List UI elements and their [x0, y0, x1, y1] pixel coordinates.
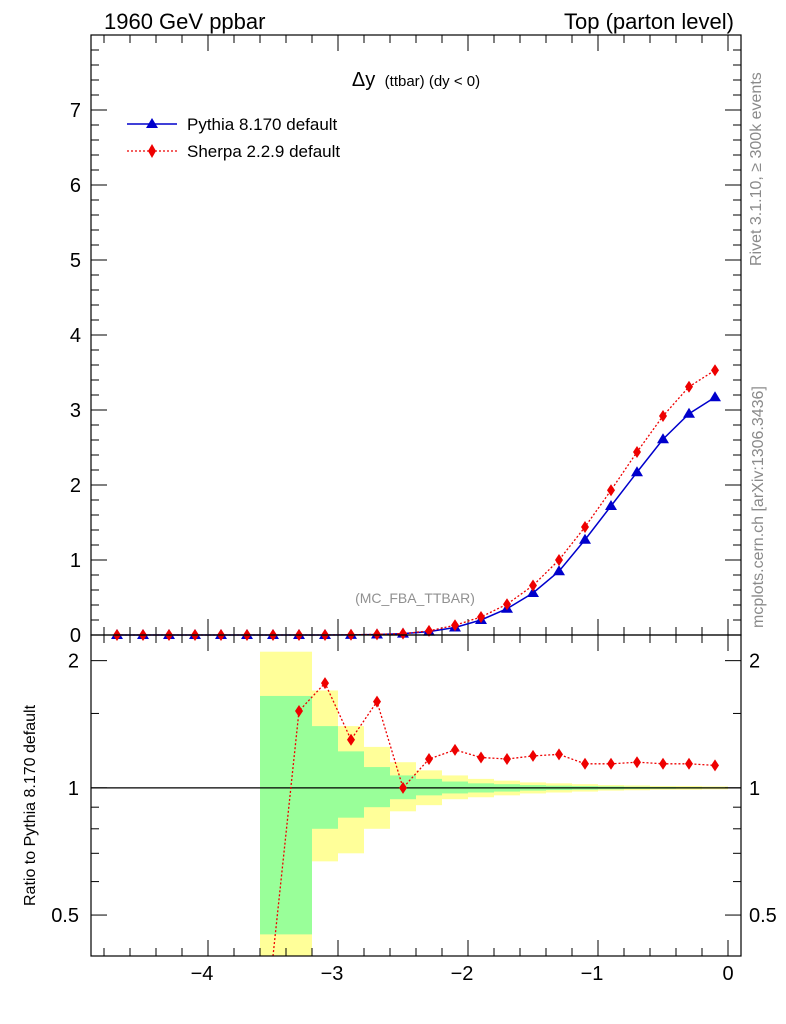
- sherpa-point: [373, 628, 381, 641]
- ratio-frame: [90, 634, 742, 957]
- plot-title-sub: (ttbar) (dy < 0): [385, 73, 480, 90]
- pythia-point: [683, 407, 695, 418]
- ratio-y-tick-label: 0.5: [51, 905, 79, 927]
- legend-label-pythia: Pythia 8.170 default: [187, 115, 338, 134]
- ratio-y-tick-label-right: 2: [749, 651, 760, 673]
- sherpa-ratio-point: [711, 759, 719, 772]
- ratio-y-tick-label: 2: [68, 651, 79, 673]
- sherpa-point: [451, 619, 459, 632]
- legend-entry-sherpa: Sherpa 2.2.9 default: [127, 142, 340, 161]
- main-y-tick-label: 0: [70, 625, 81, 647]
- main-y-tick-label: 3: [70, 400, 81, 422]
- ratio-band-inner: [312, 726, 338, 829]
- sherpa-ratio-point: [373, 695, 381, 708]
- sherpa-ratio-point: [399, 781, 407, 794]
- pythia-point: [605, 500, 617, 510]
- sherpa-ratio-point: [581, 757, 589, 770]
- sherpa-point: [633, 446, 641, 458]
- main-y-tick-label: 6: [70, 175, 81, 197]
- ratio-y-tick-label: 1: [68, 778, 79, 800]
- svg-text:Δy (ttbar) (dy < 0): Δy (ttbar) (dy < 0): [352, 69, 480, 91]
- sherpa-ratio-point: [607, 757, 615, 770]
- ratio-band-inner: [364, 767, 390, 808]
- mcplots-label: mcplots.cern.ch [arXiv:1306.3436]: [750, 386, 767, 628]
- pythia-point: [579, 533, 591, 544]
- sherpa-ratio-point: [529, 749, 537, 762]
- sherpa-ratio-point: [633, 756, 641, 769]
- main-y-tick-label: 5: [70, 250, 81, 272]
- ratio-band-inner: [260, 695, 286, 935]
- ratio-x-tick-label: −1: [581, 963, 604, 985]
- ratio-panel: 0.5 0.5 1 1 2 2 −4 −3 −2 −1 0: [51, 634, 777, 985]
- sherpa-ratio-point: [503, 753, 511, 766]
- main-y-tick-label: 7: [70, 100, 81, 122]
- pythia-point: [553, 565, 565, 576]
- sherpa-ratio-point: [451, 743, 459, 756]
- sherpa-point: [555, 554, 563, 566]
- sherpa-ratio-point: [347, 733, 355, 746]
- sherpa-point: [581, 521, 589, 533]
- pythia-point: [657, 433, 669, 444]
- sherpa-ratio-point: [295, 705, 303, 718]
- sherpa-ratio-point: [425, 753, 433, 766]
- legend: Pythia 8.170 default Sherpa 2.2.9 defaul…: [127, 115, 340, 161]
- ratio-band-inner: [338, 751, 364, 818]
- sherpa-point: [503, 598, 511, 611]
- pythia-point: [527, 587, 539, 597]
- sherpa-ratio-point: [659, 757, 667, 770]
- main-y-tick-label: 4: [70, 325, 81, 347]
- legend-entry-pythia: Pythia 8.170 default: [127, 115, 338, 134]
- ratio-x-tick-label: −4: [191, 963, 214, 985]
- ratio-band-inner: [286, 695, 312, 935]
- header-left: 1960 GeV ppbar: [104, 9, 265, 34]
- plot-title-main: Δy: [352, 69, 375, 91]
- sherpa-point: [711, 364, 719, 377]
- ratio-y-axis-label: Ratio to Pythia 8.170 default: [22, 704, 39, 906]
- sherpa-point: [659, 410, 667, 422]
- legend-label-sherpa: Sherpa 2.2.9 default: [187, 142, 340, 161]
- sherpa-ratio-point: [321, 677, 329, 690]
- sherpa-point: [399, 627, 407, 640]
- sherpa-point: [529, 579, 537, 592]
- ratio-y-tick-label-right: 0.5: [749, 905, 777, 927]
- plot-title: Δy (ttbar) (dy < 0): [352, 69, 480, 91]
- legend-marker-pythia: [146, 118, 158, 128]
- main-y-tick-label: 2: [70, 475, 81, 497]
- ratio-band-inner: [416, 778, 442, 796]
- pythia-point: [709, 391, 721, 402]
- legend-marker-sherpa: [148, 144, 156, 158]
- main-y-tick-label: 1: [70, 550, 81, 572]
- rivet-version-label: Rivet 3.1.10, ≥ 300k events: [748, 72, 765, 266]
- sherpa-point: [425, 624, 433, 637]
- sherpa-point: [685, 380, 693, 393]
- ratio-x-tick-label: −3: [321, 963, 344, 985]
- main-panel: 0 1 2 3 4 5 6 7: [70, 34, 742, 647]
- sherpa-ratio-point: [685, 757, 693, 770]
- ratio-x-tick-label: −2: [451, 963, 474, 985]
- pythia-point: [631, 466, 643, 477]
- sherpa-ratio-point: [555, 748, 563, 761]
- header-right: Top (parton level): [564, 9, 734, 34]
- sherpa-ratio-line: [272, 681, 716, 957]
- ratio-y-tick-label-right: 1: [749, 778, 760, 800]
- analysis-tag: (MC_FBA_TTBAR): [355, 590, 475, 606]
- ratio-x-tick-label: 0: [722, 963, 733, 985]
- sherpa-ratio-point: [477, 751, 485, 764]
- sherpa-point: [477, 611, 485, 623]
- sherpa-point: [607, 484, 615, 497]
